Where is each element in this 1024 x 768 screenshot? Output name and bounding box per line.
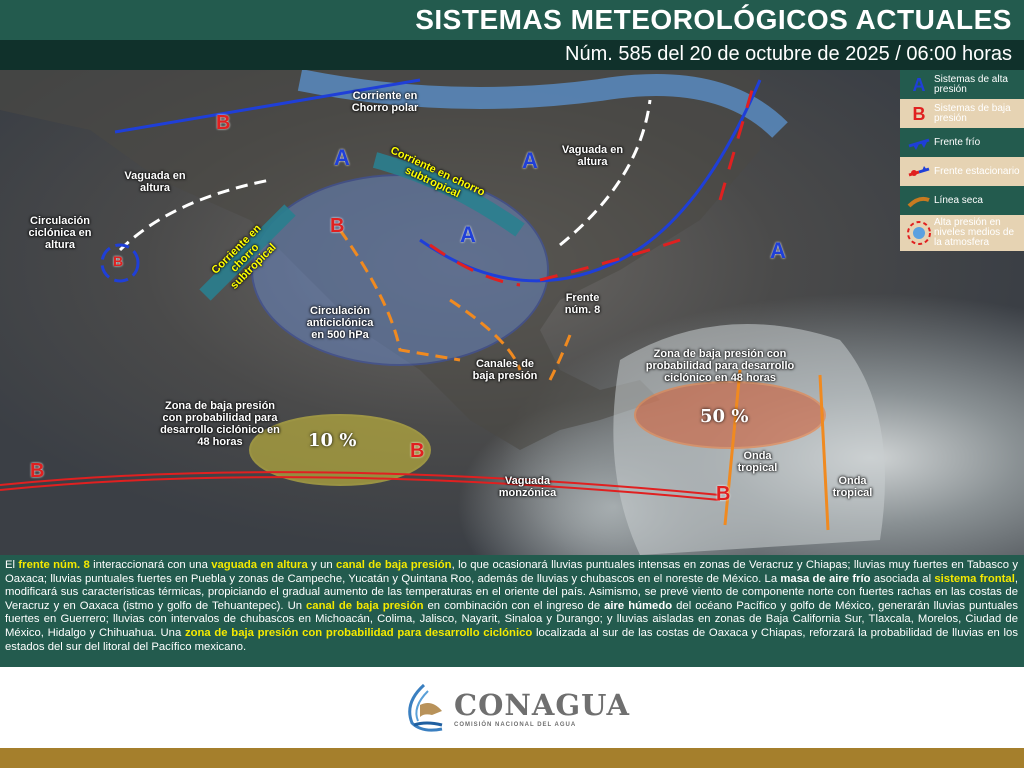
low-pressure-3: B [113, 253, 124, 269]
high-pressure-3: A [460, 222, 476, 247]
anticyclonic-circulation-area [251, 174, 549, 366]
subtropical-jet-west [199, 204, 296, 301]
high-pressure-4: A [770, 238, 786, 263]
label-front-8: Frente núm. 8 [564, 292, 601, 316]
cold-front-icon [904, 136, 934, 150]
subtropical-jet-east [372, 152, 525, 237]
logo-name: CONAGUA [454, 688, 631, 722]
low-pressure-channel-1 [338, 229, 461, 362]
low-pressure-5: B [410, 440, 425, 462]
dry-line-icon [904, 194, 934, 208]
land-mass [0, 70, 760, 450]
monsoon-trough-2 [0, 476, 721, 501]
low-pressure-zone-east [634, 381, 826, 449]
legend-mid-level-high: Alta presión en niveles medios de la atm… [900, 215, 1024, 251]
high-pressure-2: A [522, 148, 538, 173]
high-pressure-1: A [334, 145, 350, 170]
legend-stationary-front: Frente estacionario [900, 157, 1024, 186]
legend-low-pressure: B Sistemas de baja presión [900, 99, 1024, 128]
legend-label: Alta presión en niveles medios de la atm… [934, 217, 1015, 248]
low-pressure-zone-west [249, 414, 431, 486]
cold-front-north [114, 78, 421, 134]
low-pressure-1: B [216, 112, 231, 134]
footer: CONAGUA COMISIÓN NACIONAL DEL AGUA [0, 667, 1024, 748]
label-trough-east: Vaguada en altura [561, 144, 624, 168]
trough-east [559, 99, 652, 247]
tropical-wave-2 [818, 374, 830, 531]
mid-level-high-icon [904, 220, 934, 246]
polar-jet-stream [297, 70, 788, 138]
label-tropical-wave-1: Onda tropical [737, 450, 778, 474]
conagua-logo: CONAGUA COMISIÓN NACIONAL DEL AGUA [402, 683, 630, 733]
bulletin-text: El frente núm. 8 interaccionará con una … [0, 555, 1024, 667]
high-pressure-icon: A [912, 74, 926, 95]
low-pressure-channel-2 [449, 298, 572, 381]
label-zone-east: Zona de baja presión con probabilidad pa… [645, 348, 795, 384]
label-anticyclonic: Circulación anticiclónica en 500 hPa [306, 305, 374, 341]
subtitle-bar: Núm. 585 del 20 de octubre de 2025 / 06:… [0, 40, 1024, 70]
label-zone-west: Zona de baja presión con probabilidad pa… [160, 400, 280, 448]
label-cyclonic-circulation: Circulación ciclónica en altura [28, 215, 92, 251]
trough-west [118, 178, 271, 252]
frente-8 [419, 79, 762, 283]
label-tropical-wave-2: Onda tropical [832, 475, 873, 499]
low-pressure-icon: B [912, 103, 926, 124]
conagua-emblem-icon [408, 683, 443, 732]
legend-label: Línea seca [934, 194, 983, 206]
stationary-front-icon [904, 165, 934, 179]
title-bar: SISTEMAS METEOROLÓGICOS ACTUALES [0, 0, 1024, 40]
legend-label: Frente frío [934, 136, 981, 148]
footer-gold-strip [0, 748, 1024, 768]
bulletin-number-date: Núm. 585 del 20 de octubre de 2025 / 06:… [565, 43, 1012, 65]
map-overlay [0, 70, 885, 555]
frente-8-stationary [429, 79, 757, 287]
label-trough-west: Vaguada en altura [124, 170, 186, 194]
probability-east: 50 % [700, 406, 749, 427]
page-title: SISTEMAS METEOROLÓGICOS ACTUALES [415, 4, 1012, 35]
low-pressure-6: B [716, 483, 731, 505]
legend-label: Frente estacionario [934, 165, 1020, 177]
legend-dry-line: Línea seca [900, 186, 1024, 215]
label-low-channels: Canales de baja presión [472, 358, 538, 382]
weather-map: Corriente en Chorro polar Vaguada en alt… [0, 70, 1024, 555]
tropical-wave-1 [723, 369, 742, 526]
legend-label: Sistemas de baja presión [934, 102, 1011, 124]
label-polar-jet: Corriente en Chorro polar [351, 90, 419, 114]
probability-west: 10 % [308, 430, 357, 451]
logo-subtitle: COMISIÓN NACIONAL DEL AGUA [454, 722, 577, 728]
label-monsoon-trough: Vaguada monzónica [498, 475, 557, 499]
cyclonic-circulation [100, 243, 140, 283]
low-pressure-4: B [30, 460, 45, 482]
monsoon-trough [0, 471, 721, 496]
low-pressure-2: B [330, 215, 345, 237]
legend-cold-front: Frente frío [900, 128, 1024, 157]
legend-high-pressure: A Sistemas de alta presión [900, 70, 1024, 99]
legend: A Sistemas de alta presión B Sistemas de b… [900, 70, 1024, 251]
legend-label: Sistemas de alta presión [934, 73, 1008, 95]
